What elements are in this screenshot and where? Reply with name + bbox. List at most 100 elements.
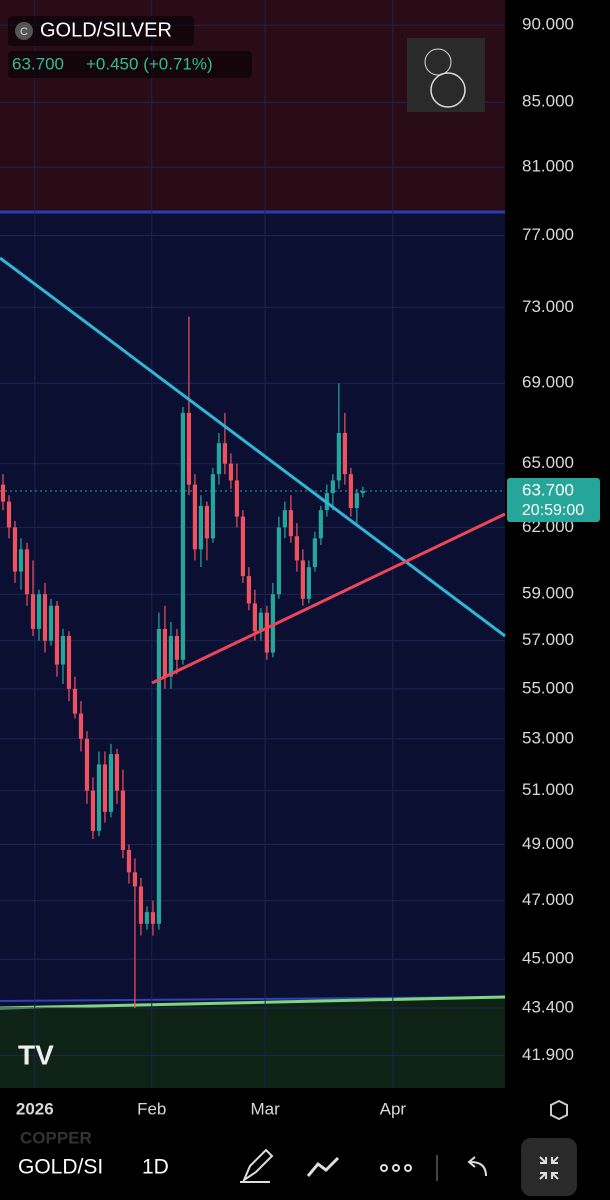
support-trendline	[0, 995, 506, 1010]
avatar-mark	[430, 72, 466, 108]
candle-body	[54, 605, 60, 665]
y-tick-label: 55.000	[522, 678, 574, 697]
candle-body	[102, 764, 108, 812]
candle-body	[336, 432, 341, 481]
toolbar-symbol[interactable]: GOLD/SI	[18, 1156, 103, 1179]
candle-body	[306, 567, 311, 599]
y-tick-label: 47.000	[522, 890, 574, 909]
candle-body	[36, 594, 42, 629]
y-tick-label: 59.000	[522, 584, 574, 603]
y-tick-label: 41.900	[522, 1045, 574, 1064]
candle-body	[354, 493, 359, 508]
symbol: GOLD/SILVER	[40, 19, 172, 41]
candle-body	[6, 501, 12, 528]
candle-body	[168, 636, 174, 677]
symbol-icon	[15, 22, 33, 40]
candle-body	[288, 510, 293, 537]
toolbar-interval[interactable]: 1D	[142, 1156, 169, 1179]
candle-body	[222, 443, 228, 464]
candle-body	[96, 764, 102, 831]
y-tick-label: 51.000	[522, 780, 574, 799]
candle-body	[318, 510, 323, 539]
candle-body	[174, 636, 180, 660]
candle-body	[144, 912, 150, 924]
fullscreen-icon	[539, 1156, 559, 1180]
x-tick-label: Apr	[380, 1099, 407, 1118]
y-tick-label: 90.000	[522, 15, 574, 34]
candle-body	[348, 474, 353, 508]
y-tick-label: 45.000	[522, 949, 574, 968]
candle-body	[138, 886, 144, 924]
candle-body	[0, 484, 6, 502]
candle-body	[48, 605, 54, 641]
resistance-trendline	[0, 256, 506, 638]
candle-body	[12, 527, 18, 572]
x-tick-label: 2026	[16, 1099, 54, 1118]
candle-body	[240, 516, 246, 577]
candle-body	[282, 510, 287, 528]
y-tick-label: 77.000	[522, 225, 574, 244]
candle-body	[90, 790, 96, 831]
countdown: 20:59:00	[522, 502, 584, 519]
candle-body	[228, 463, 234, 481]
y-tick-label: 85.000	[522, 92, 574, 111]
y-tick-label: 65.000	[522, 453, 574, 472]
candle-body	[72, 688, 78, 714]
candle-body	[252, 603, 257, 632]
settings-icon[interactable]	[550, 1099, 568, 1121]
indicators-icon[interactable]	[306, 1156, 340, 1177]
candle-body	[330, 480, 335, 494]
fullscreen-button[interactable]	[521, 1138, 577, 1196]
candle-body	[120, 790, 126, 851]
y-tick-label: 57.000	[522, 630, 574, 649]
candle-body	[210, 474, 216, 539]
candles	[0, 316, 365, 1009]
symbol-box	[8, 16, 194, 46]
candle-body	[30, 594, 36, 629]
candle-body	[216, 443, 222, 475]
undo-icon[interactable]	[467, 1156, 487, 1177]
y-tick-label: 81.000	[522, 157, 574, 176]
candle-body	[270, 594, 275, 653]
candle-body	[192, 484, 198, 550]
candle-body	[126, 850, 132, 873]
candle-body	[198, 505, 204, 550]
y-tick-label: 49.000	[522, 834, 574, 853]
draw-icon[interactable]	[240, 1148, 274, 1183]
candle-body	[108, 754, 114, 812]
avatar	[407, 38, 485, 112]
candle-body	[18, 549, 24, 572]
candle-body	[246, 576, 252, 604]
last-price-label: 63.700	[522, 480, 574, 499]
candle-body	[258, 612, 263, 632]
avatar-mark	[424, 48, 452, 76]
candle-body	[264, 612, 269, 653]
price: 63.700	[12, 54, 64, 73]
candle-body	[78, 713, 84, 739]
candle-body	[276, 527, 281, 595]
candle-body	[180, 412, 186, 660]
toolbar	[0, 1128, 610, 1200]
candle-body	[294, 536, 299, 561]
time-axis: 2026 Feb Mar Apr	[16, 1099, 407, 1118]
more-icon[interactable]	[380, 1164, 412, 1172]
candle-body	[162, 628, 168, 677]
last-price-box	[507, 477, 600, 522]
y-tick-label: 69.000	[522, 373, 574, 392]
candle-body	[156, 628, 162, 924]
logo: TV	[18, 1039, 54, 1070]
candle-body	[300, 560, 305, 599]
candle-body	[60, 636, 66, 665]
candle-body	[186, 412, 192, 485]
candle-body	[342, 432, 347, 475]
candle-body	[84, 738, 90, 791]
candle-body	[150, 912, 156, 924]
support-zone	[0, 997, 505, 1088]
x-tick-label: Feb	[137, 1099, 166, 1118]
support-trendline	[151, 512, 506, 685]
candle-body	[204, 505, 210, 539]
candle-body	[312, 538, 317, 568]
quote-box	[8, 51, 252, 78]
y-tick-label: 43.400	[522, 998, 574, 1017]
